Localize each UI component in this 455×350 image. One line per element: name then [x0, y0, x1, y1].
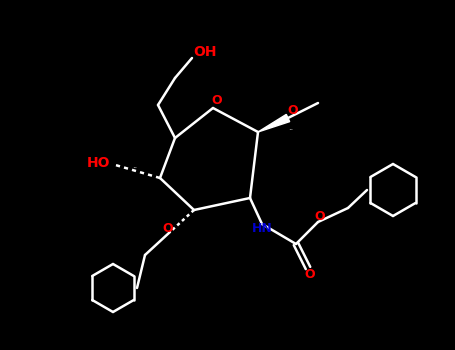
Text: HO: HO	[86, 156, 110, 170]
Text: O: O	[315, 210, 325, 223]
Text: O: O	[212, 94, 222, 107]
Text: O: O	[288, 105, 298, 118]
Text: ..: ..	[288, 122, 293, 132]
Text: ..: ..	[132, 161, 137, 169]
Text: O: O	[305, 267, 315, 280]
Text: HN: HN	[252, 222, 273, 235]
Text: O: O	[163, 222, 173, 235]
Polygon shape	[258, 114, 290, 132]
Text: OH: OH	[193, 45, 217, 59]
